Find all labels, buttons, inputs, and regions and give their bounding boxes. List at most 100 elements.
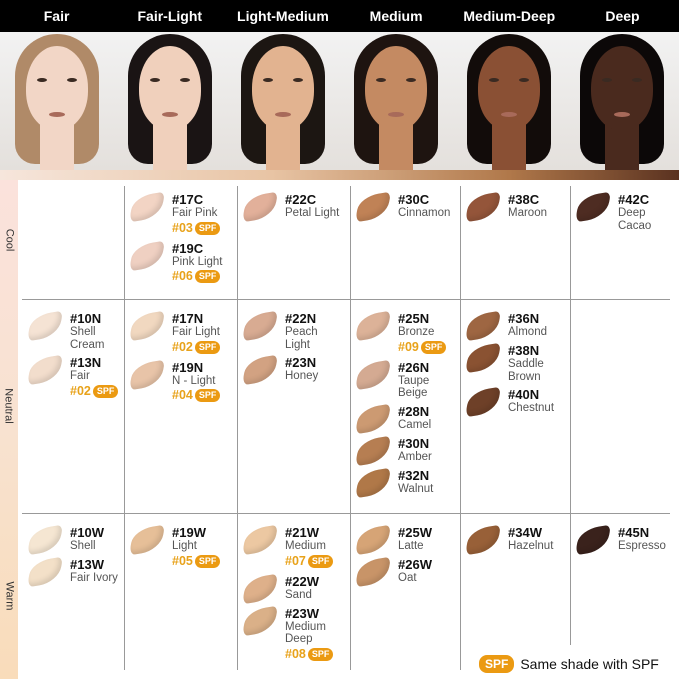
shade-code: #40N xyxy=(508,387,540,402)
shade-name: Petal Light xyxy=(285,207,340,219)
shade-swatch xyxy=(354,403,392,434)
shade-name: Sand xyxy=(285,588,312,601)
shade-item[interactable]: #19N N - Light #04 SPF xyxy=(128,359,237,405)
shade-swatch xyxy=(464,342,502,374)
shade-code: #26N xyxy=(398,359,430,375)
shade-name: Oat xyxy=(398,572,417,584)
lips xyxy=(274,112,291,117)
shade-code: #22N xyxy=(285,311,317,326)
shade-cell-neutral-light-medium: #22N Peach Light #23N Honey xyxy=(237,299,350,387)
shade-name: Amber xyxy=(398,450,432,463)
column-fair: Fair xyxy=(43,8,70,24)
shade-item[interactable]: #10N Shell Cream xyxy=(26,310,124,351)
shade-item[interactable]: #36N Almond xyxy=(464,310,570,342)
shade-item[interactable]: #30N Amber xyxy=(354,435,460,466)
shade-item[interactable]: #38C Maroon xyxy=(464,191,570,223)
model-face-deep xyxy=(565,32,679,170)
shade-item[interactable]: #10W Shell xyxy=(26,524,124,556)
column-divider xyxy=(570,186,571,645)
spf-code: #08 xyxy=(285,646,306,661)
face xyxy=(25,46,88,130)
lips xyxy=(388,112,405,117)
shade-code: #19N xyxy=(172,359,204,375)
spf-badge: SPF xyxy=(194,554,221,568)
shade-item[interactable]: #21W Medium #07 SPF xyxy=(241,524,350,570)
shade-swatch xyxy=(464,524,502,556)
shade-code: #22W xyxy=(285,573,319,589)
shade-swatch xyxy=(128,310,166,342)
shade-name: Saddle Brown xyxy=(508,358,544,383)
model-face-light-medium xyxy=(226,32,340,170)
shade-item[interactable]: #32N Walnut xyxy=(354,467,460,498)
shade-item[interactable]: #17C Fair Pink #03 SPF xyxy=(128,191,237,237)
shade-swatch xyxy=(241,191,279,223)
tone-label: Warm xyxy=(3,581,16,611)
spf-code: #07 xyxy=(285,553,306,568)
shade-item[interactable]: #22W Sand xyxy=(241,573,350,604)
shade-cell-warm-medium-deep: #34W Hazelnut xyxy=(460,513,570,557)
shade-item[interactable]: #26N Taupe Beige xyxy=(354,359,460,400)
shade-item[interactable]: #34W Hazelnut xyxy=(464,524,570,556)
shade-item[interactable]: #13W Fair Ivory xyxy=(26,556,124,588)
shade-swatch xyxy=(241,573,279,604)
neck xyxy=(152,122,187,170)
shade-item[interactable]: #22N Peach Light xyxy=(241,310,350,351)
shade-code: #23W xyxy=(285,605,319,621)
shade-cell-warm-fair-light: #19W Light #05 SPF xyxy=(124,513,237,574)
shade-cell-cool-fair xyxy=(22,180,124,192)
shade-item[interactable]: #17N Fair Light #02 SPF xyxy=(128,310,237,356)
shade-name: Hazelnut xyxy=(508,540,554,552)
shade-cell-cool-light-medium: #22C Petal Light xyxy=(237,180,350,224)
shade-name: Pink Light xyxy=(172,255,223,268)
spf-shade: #04 SPF xyxy=(172,387,221,404)
spf-shade: #02 SPF xyxy=(172,339,221,356)
spf-badge: SPF xyxy=(479,655,515,673)
spf-shade: #07 SPF xyxy=(285,553,334,570)
shade-code: #25N xyxy=(398,311,430,326)
shade-name: Almond xyxy=(508,326,547,338)
spf-legend: SPF Same shade with SPF xyxy=(477,655,659,673)
tone-neutral: Neutral xyxy=(0,299,18,513)
shade-item[interactable]: #19W Light #05 SPF xyxy=(128,524,237,570)
shade-item[interactable]: #13N Fair #02 SPF xyxy=(26,354,124,400)
shade-code: #21W xyxy=(285,525,319,540)
shade-item[interactable]: #25N Bronze #09 SPF xyxy=(354,310,460,356)
spf-code: #02 xyxy=(172,339,193,354)
shade-name: N - Light xyxy=(172,374,216,387)
shade-name: Walnut xyxy=(398,482,434,495)
shade-item[interactable]: #26W Oat xyxy=(354,556,460,588)
shade-item[interactable]: #38N Saddle Brown xyxy=(464,342,570,383)
shade-item[interactable]: #19C Pink Light #06 SPF xyxy=(128,240,237,286)
spf-code: #02 xyxy=(70,383,91,398)
neck xyxy=(379,122,414,170)
shade-swatch xyxy=(354,359,392,390)
spf-badge: SPF xyxy=(194,389,221,402)
shade-item[interactable]: #25W Latte xyxy=(354,524,460,556)
shade-item[interactable]: #40N Chestnut xyxy=(464,386,570,418)
shade-code: #17C xyxy=(172,192,204,207)
shade-swatch xyxy=(241,310,279,342)
model-face-medium-deep xyxy=(452,32,566,170)
shade-item[interactable]: #23N Honey xyxy=(241,354,350,386)
eye xyxy=(66,78,77,82)
shade-item[interactable]: #28N Camel xyxy=(354,403,460,434)
shade-item[interactable]: #22C Petal Light xyxy=(241,191,350,223)
shade-code: #38C xyxy=(508,192,540,207)
column-deep: Deep xyxy=(605,8,640,24)
shade-code: #13W xyxy=(70,557,104,572)
shade-cell-neutral-fair: #10N Shell Cream #13N Fair #02 SPF xyxy=(22,299,124,404)
tone-label: Cool xyxy=(3,228,15,251)
shade-item[interactable]: #23W Medium Deep #08 SPF xyxy=(241,605,350,663)
column-divider xyxy=(124,186,125,670)
shade-item[interactable]: #45N Espresso xyxy=(574,524,670,556)
shade-cell-neutral-deep xyxy=(570,299,670,311)
column-divider xyxy=(460,186,461,670)
face xyxy=(251,46,314,130)
row-divider xyxy=(22,299,670,300)
shade-swatch xyxy=(128,240,166,271)
shade-item[interactable]: #30C Cinnamon xyxy=(354,191,460,223)
shade-item[interactable]: #42C Deep Cacao xyxy=(574,191,670,232)
neck xyxy=(39,122,74,170)
shade-swatch xyxy=(26,556,64,588)
face xyxy=(365,46,428,130)
